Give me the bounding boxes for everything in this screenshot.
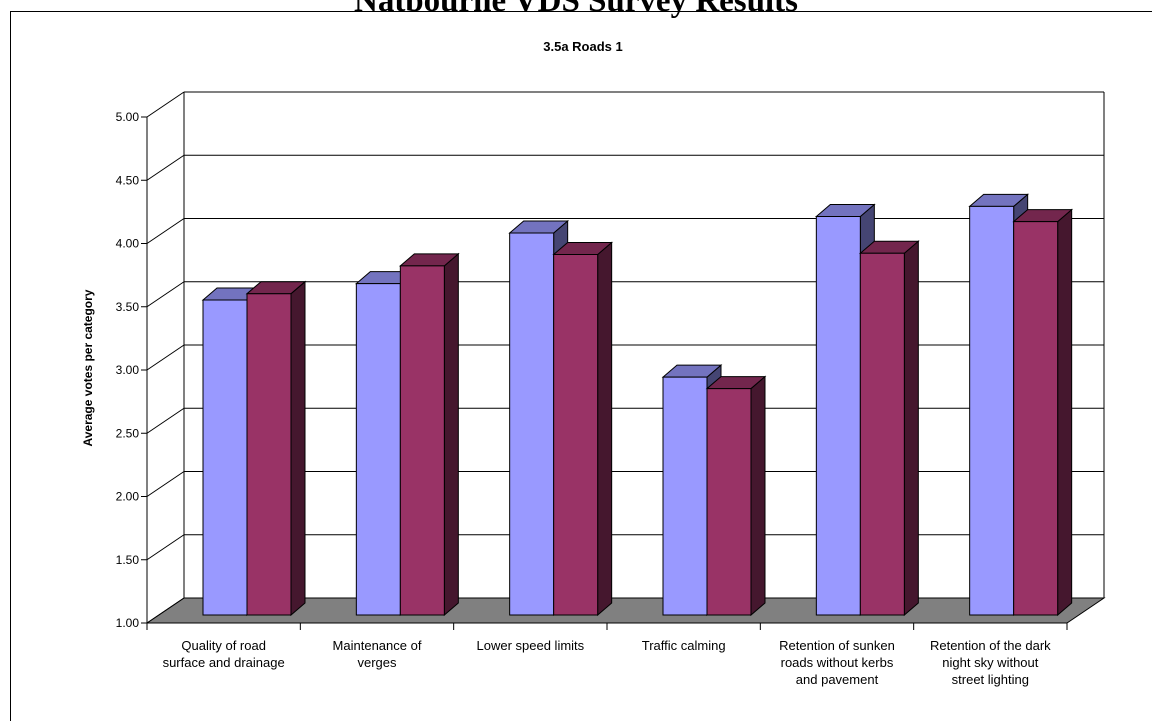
bar-2-cat-6 [1012, 208, 1074, 617]
bar-2-cat-4-side [750, 375, 766, 617]
x-tick-label: and pavement [796, 672, 879, 687]
bar-2-cat-5-side [903, 240, 919, 617]
bar-2-cat-3-side [597, 241, 613, 617]
side-wall-line [146, 154, 185, 181]
page-heading: Natbourne VDS Survey Results [353, 0, 799, 19]
y-tick-label: 3.00 [116, 363, 140, 377]
x-tick-label: night sky without [942, 655, 1038, 670]
side-wall-line [146, 407, 185, 434]
x-tick-label: surface and drainage [163, 655, 285, 670]
bar-2-cat-5 [858, 240, 920, 617]
bar-2-cat-3-front [553, 253, 599, 616]
bar-1-cat-5-front [815, 216, 861, 616]
x-tick-label: Quality of road [181, 638, 266, 653]
bar-2-cat-2-side [443, 252, 459, 617]
bar-2-cat-5-front [859, 252, 905, 616]
side-wall-line [146, 471, 185, 497]
bar-1-cat-1-front [202, 299, 248, 616]
y-tick-label: 4.50 [116, 173, 140, 187]
bar-2-cat-6-side [1057, 208, 1073, 617]
x-tick-label: Lower speed limits [477, 638, 585, 653]
y-tick-label: 3.50 [116, 300, 140, 314]
bar-2-cat-1-side [290, 280, 306, 617]
side-wall-line [146, 597, 185, 624]
x-tick-label: street lighting [952, 672, 1029, 687]
bar-1-cat-3-front [509, 232, 555, 616]
x-tick-label: Traffic calming [642, 638, 726, 653]
side-wall-line [146, 344, 185, 371]
y-tick-label: 1.50 [116, 553, 140, 567]
chart-frame [10, 11, 1152, 721]
bar-2-cat-1-front [246, 293, 292, 616]
side-wall-line [146, 91, 185, 118]
side-wall-line [146, 281, 185, 308]
bar-1-cat-6-front [969, 205, 1015, 616]
x-tick-label: Retention of the dark [930, 638, 1051, 653]
x-tick-label: Maintenance of [333, 638, 422, 653]
bar-2-cat-2 [398, 252, 460, 617]
bar-2-cat-4-front [706, 388, 752, 616]
y-tick-label: 5.00 [116, 110, 140, 124]
chart-title: 3.5a Roads 1 [543, 39, 623, 54]
y-tick-label: 4.00 [116, 237, 140, 251]
y-tick-label: 2.00 [116, 490, 140, 504]
x-tick-label: verges [357, 655, 397, 670]
bar-2-cat-3 [552, 241, 614, 617]
y-tick-label: 2.50 [116, 426, 140, 440]
x-tick-label: Retention of sunken [779, 638, 895, 653]
bar-2-cat-1 [245, 280, 307, 617]
bar-2-cat-2-front [399, 265, 445, 616]
bar-2-cat-6-front [1013, 221, 1059, 616]
side-wall-line [146, 534, 185, 561]
y-tick-label: 1.00 [116, 616, 140, 630]
bar-1-cat-4-front [662, 376, 708, 616]
bar-1-cat-2-front [355, 283, 401, 616]
bar-2-cat-4 [705, 375, 767, 617]
x-tick-label: roads without kerbs [781, 655, 894, 670]
y-axis-label: Average votes per category [81, 289, 95, 446]
side-wall-line [146, 218, 185, 244]
